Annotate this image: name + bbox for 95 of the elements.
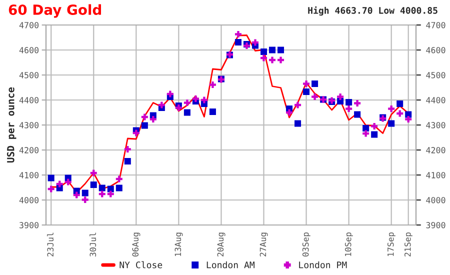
point <box>192 95 199 102</box>
point <box>166 90 174 98</box>
point <box>107 186 114 192</box>
y2-tick-label: 4100 <box>426 172 446 178</box>
point <box>405 111 412 118</box>
y-tick-label: 4600 <box>19 47 39 54</box>
point <box>64 178 72 186</box>
y2-tick-label: 4700 <box>426 22 446 28</box>
x-tick-label: 06Aug <box>132 232 140 256</box>
x-tick-label: 20Aug <box>217 232 226 256</box>
point <box>362 130 370 137</box>
y-tick-label: 4300 <box>19 122 39 128</box>
point <box>184 99 190 106</box>
point <box>56 180 63 188</box>
point <box>303 88 310 96</box>
point <box>286 109 293 116</box>
point <box>294 120 302 127</box>
point <box>268 56 276 64</box>
point <box>82 196 88 204</box>
point <box>260 48 268 56</box>
point <box>346 105 352 112</box>
point <box>116 176 122 182</box>
point <box>371 131 378 138</box>
y-tick-label: 4200 <box>19 147 39 154</box>
y-axis-title: USD per ounce <box>6 87 16 163</box>
x-tick-label: 21Sep <box>404 232 412 256</box>
point <box>90 181 97 188</box>
y2-tick-label: 4600 <box>426 47 446 54</box>
y2-tick-label: 4400 <box>426 97 446 104</box>
y-tick-label: 4500 <box>19 72 39 78</box>
point <box>141 114 148 120</box>
x-tick-label: 13Aug <box>174 232 183 256</box>
point <box>116 184 122 192</box>
chart-subtitle: High 4663.70 Low 4000.85 <box>308 6 438 16</box>
point <box>98 184 106 192</box>
y2-tick-label: 4200 <box>426 147 446 154</box>
y2-tick-label: 3900 <box>426 222 446 228</box>
y-tick-label: 4100 <box>19 172 39 178</box>
point <box>362 124 370 132</box>
point <box>388 120 395 127</box>
point <box>252 39 258 46</box>
point <box>303 80 310 88</box>
x-tick-label: 03Sep <box>302 232 310 256</box>
y-tick-label: 4400 <box>19 97 39 104</box>
point <box>73 192 80 198</box>
point <box>200 96 208 104</box>
point <box>234 30 242 38</box>
y-tick-label: 4700 <box>19 22 39 28</box>
point <box>405 116 412 123</box>
point <box>346 98 352 106</box>
point <box>150 116 156 123</box>
x-tick-label: 27Aug <box>260 232 268 256</box>
point <box>234 38 242 46</box>
y2-tick-label: 4300 <box>426 122 446 128</box>
point <box>209 81 216 88</box>
point <box>124 146 131 153</box>
point <box>132 130 140 136</box>
y2-tick-label: 4500 <box>426 72 446 78</box>
y-tick-label: 3900 <box>20 222 39 228</box>
point <box>184 109 190 116</box>
point <box>294 102 302 108</box>
point <box>396 100 404 108</box>
point <box>158 102 165 108</box>
point <box>354 111 361 118</box>
x-tick-label: 10Sep <box>344 232 353 256</box>
point <box>278 46 284 54</box>
point <box>312 80 318 88</box>
point <box>48 174 54 182</box>
point <box>278 56 284 64</box>
point <box>90 170 97 176</box>
point <box>209 108 216 116</box>
x-tick-label: 30Jul <box>90 232 96 256</box>
point <box>48 186 54 192</box>
point <box>388 105 395 112</box>
y-tick-label: 4000 <box>19 197 39 204</box>
legend-label: NY Close <box>120 261 162 268</box>
chart-title: 60 Day Gold <box>8 4 101 18</box>
x-tick-label: 23Jul <box>47 232 54 256</box>
point <box>98 190 106 198</box>
point <box>82 190 88 196</box>
point <box>396 110 404 117</box>
point <box>371 122 378 130</box>
point <box>312 93 318 100</box>
point <box>175 104 182 112</box>
point <box>354 100 361 107</box>
legend-label: London PM <box>299 261 347 268</box>
point <box>260 54 268 62</box>
legend-label: London AM <box>206 261 254 268</box>
point <box>268 46 276 54</box>
point <box>107 190 114 198</box>
point <box>124 158 131 165</box>
x-tick-label: 17Sep <box>387 232 396 256</box>
point <box>141 122 148 129</box>
point <box>337 93 344 100</box>
y2-tick-label: 4000 <box>426 197 446 204</box>
